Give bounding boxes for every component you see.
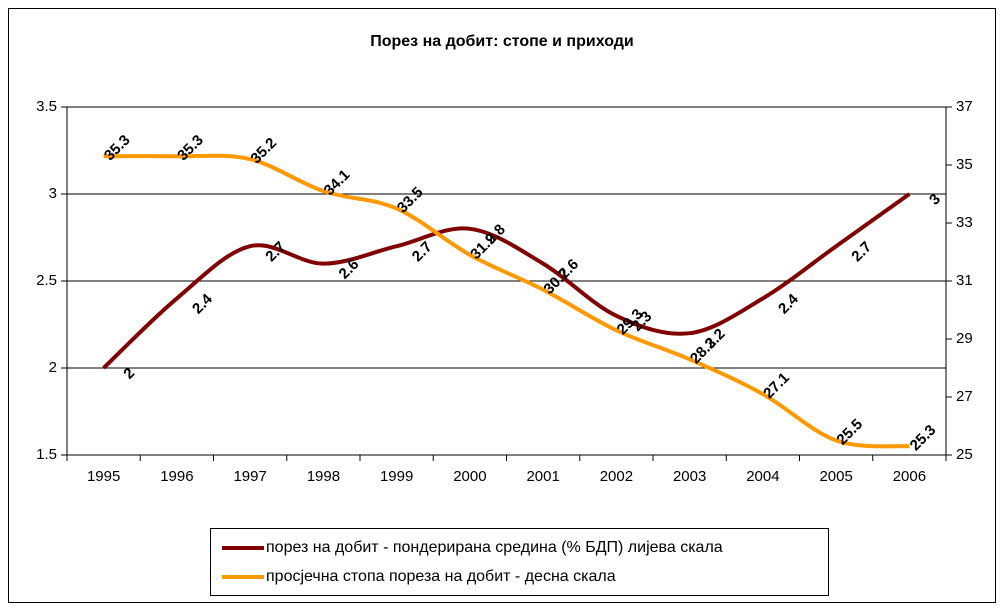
y2-tick-label: 31 xyxy=(956,272,973,289)
y2-tick-label: 37 xyxy=(956,98,973,115)
y2-tick-label: 29 xyxy=(956,330,973,347)
x-tick-label: 1996 xyxy=(160,468,193,485)
chart-title: Порез на добит: стопе и приходи xyxy=(370,33,634,50)
x-tick-label: 1998 xyxy=(307,468,340,485)
x-tick-label: 2006 xyxy=(893,468,926,485)
y-tick-label: 2 xyxy=(49,359,57,376)
legend-label: порез на добит - пондерирана средина (% … xyxy=(266,539,723,556)
y2-tick-label: 33 xyxy=(956,214,973,231)
chart-frame xyxy=(8,8,996,603)
x-tick-label: 2004 xyxy=(746,468,779,485)
series-line xyxy=(102,192,911,370)
x-tick-label: 2005 xyxy=(819,468,852,485)
x-tick-label: 2002 xyxy=(600,468,633,485)
x-tick-label: 1995 xyxy=(87,468,120,485)
legend xyxy=(210,528,829,596)
y2-tick-label: 27 xyxy=(956,388,973,405)
y-tick-label: 1.5 xyxy=(36,446,57,463)
x-tick-label: 2003 xyxy=(673,468,706,485)
x-tick-label: 2000 xyxy=(453,468,486,485)
x-tick-label: 2001 xyxy=(526,468,559,485)
y2-tick-label: 35 xyxy=(956,156,973,173)
y-tick-label: 2.5 xyxy=(36,272,57,289)
y-tick-label: 3 xyxy=(49,185,57,202)
y-tick-label: 3.5 xyxy=(36,98,57,115)
y2-tick-label: 25 xyxy=(956,446,973,463)
legend-label: просјечна стопа пореза на добит - десна … xyxy=(266,568,616,585)
series-line xyxy=(103,153,910,449)
x-tick-label: 1999 xyxy=(380,468,413,485)
x-tick-label: 1997 xyxy=(233,468,266,485)
